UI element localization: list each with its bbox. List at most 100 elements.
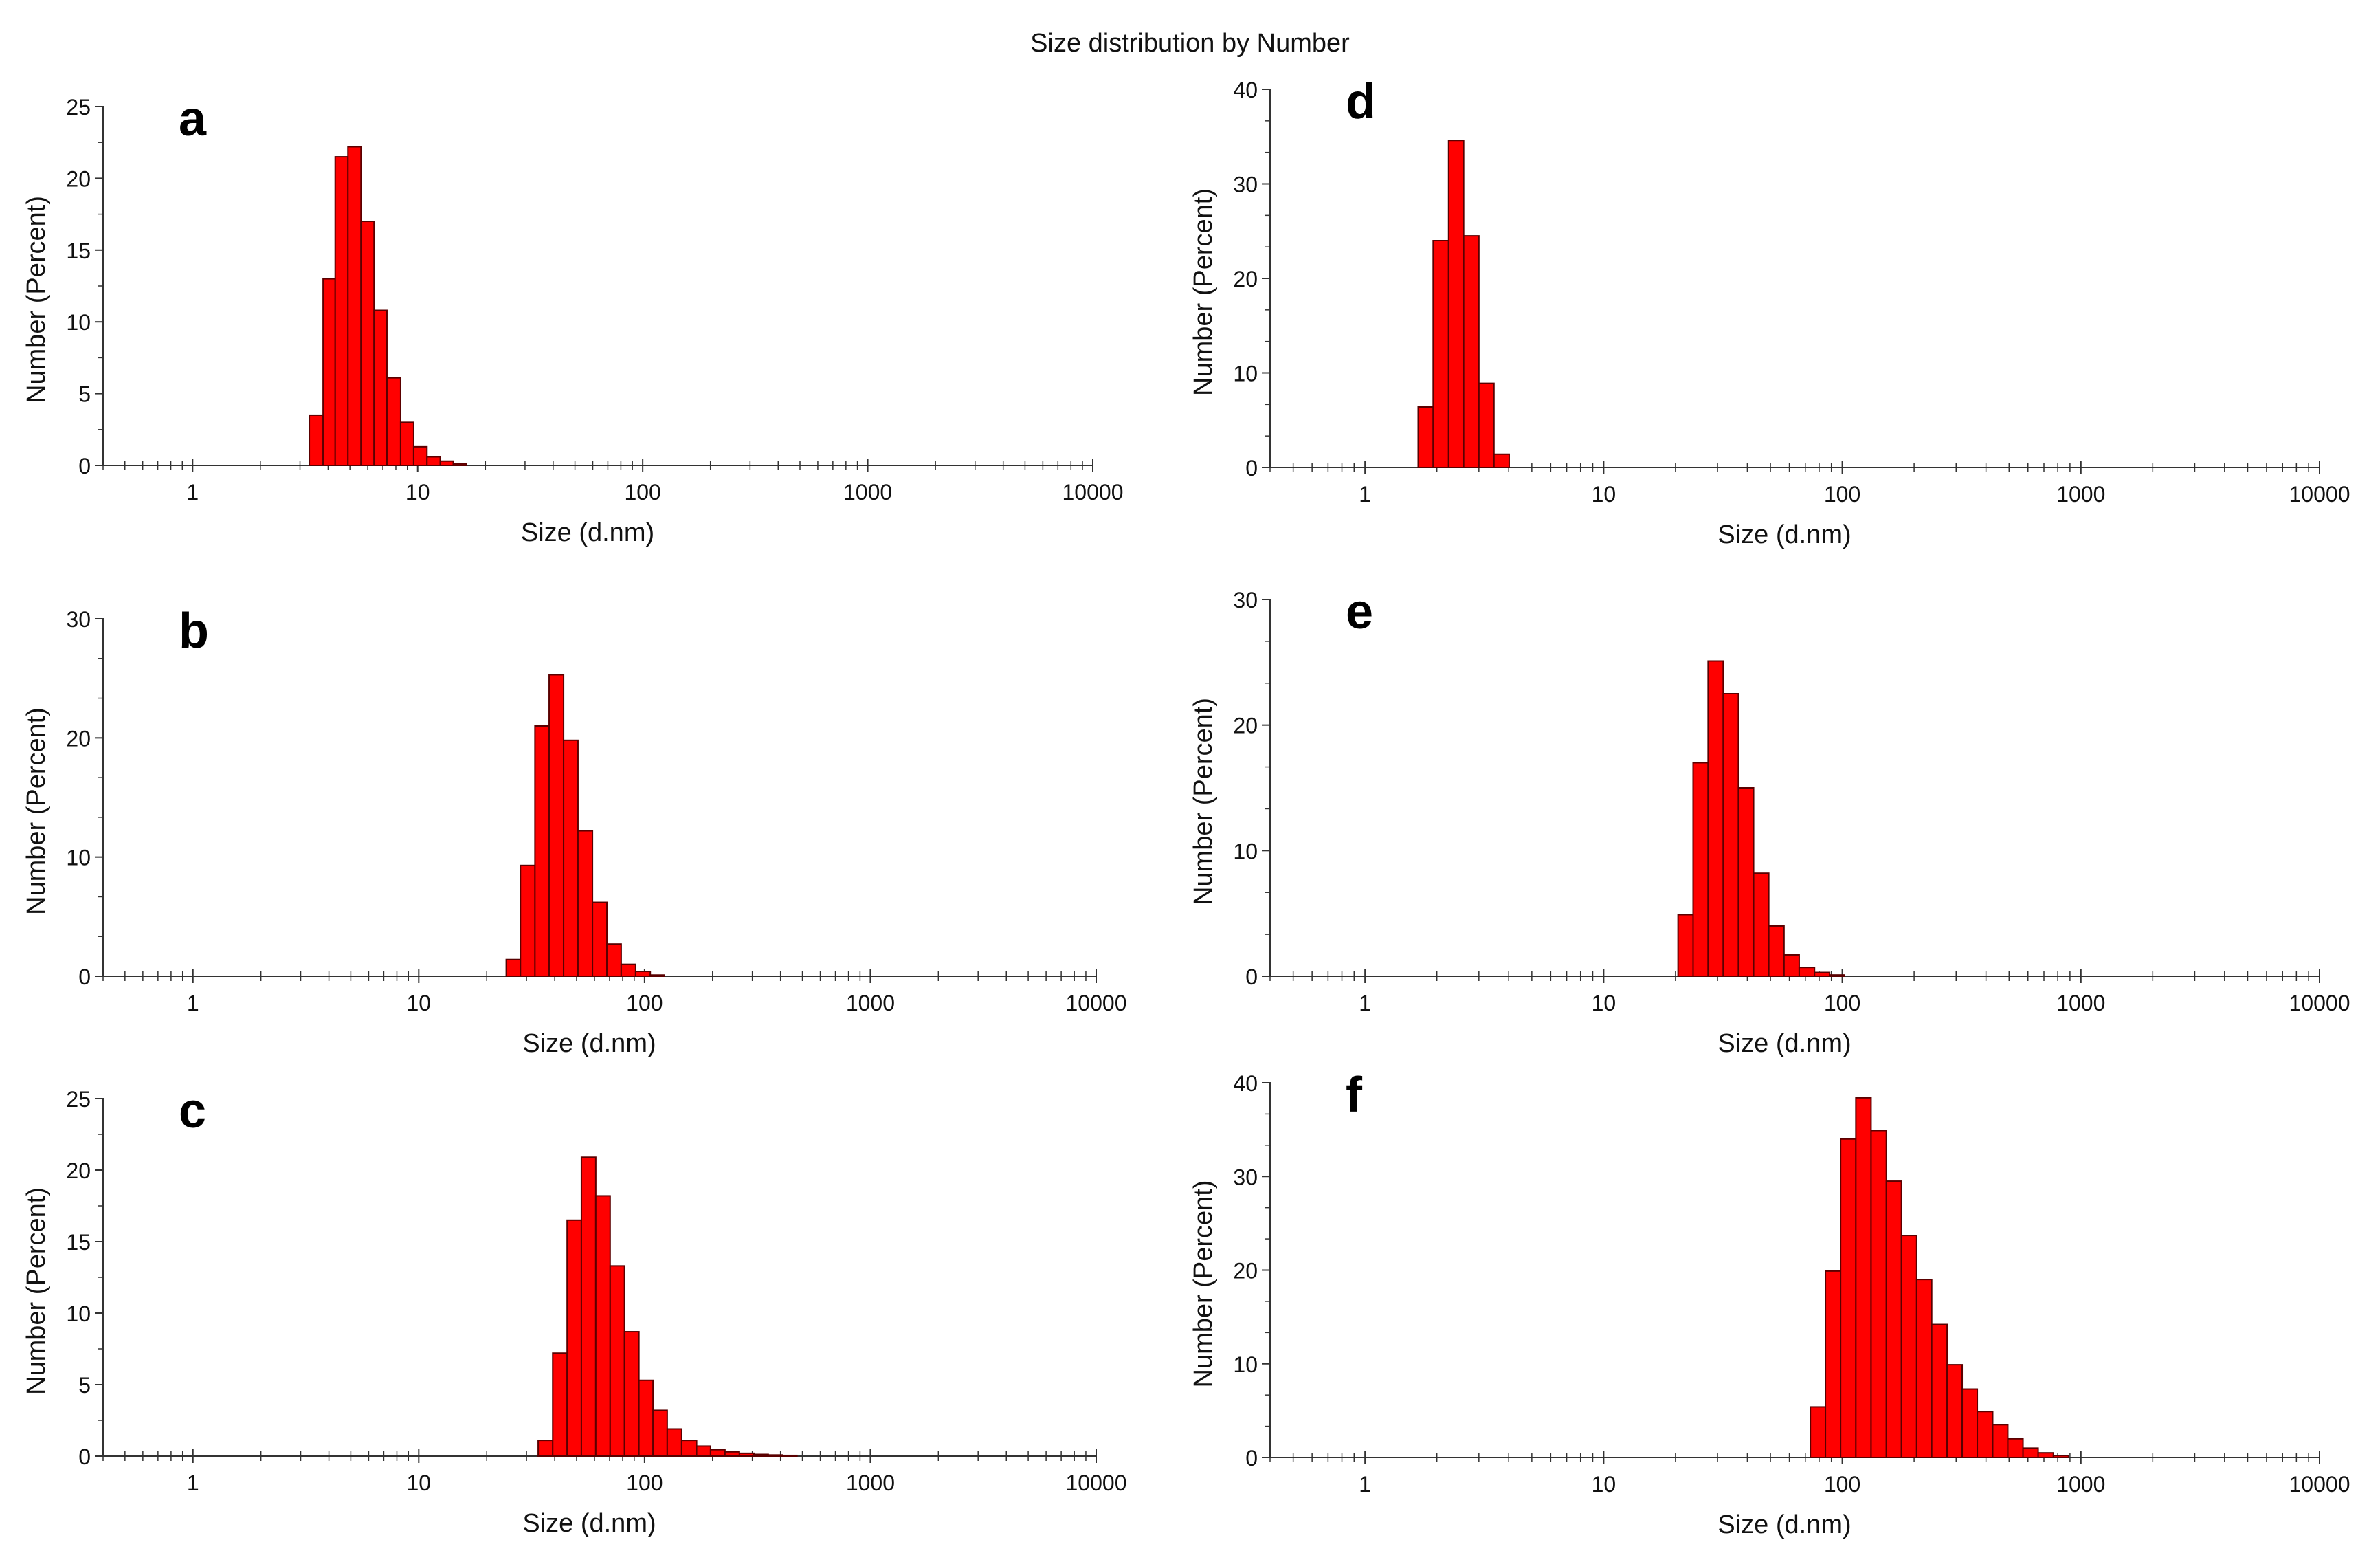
y-axis-label: Number (Percent) — [22, 196, 51, 404]
x-axis-label: Size (d.nm) — [1717, 520, 1851, 549]
x-tick-label: 10000 — [1066, 991, 1127, 1015]
bar — [1825, 1270, 1842, 1459]
bar — [505, 958, 522, 977]
bar — [2037, 1452, 2054, 1458]
bar — [1798, 967, 1816, 978]
bar — [2052, 1455, 2069, 1458]
y-tick-label: 10 — [66, 1301, 91, 1326]
bar — [1885, 1180, 1902, 1458]
bar — [537, 1440, 554, 1457]
bar — [652, 1409, 668, 1457]
y-tick-label: 25 — [66, 1087, 91, 1112]
panel-label: a — [179, 91, 207, 146]
bar — [1493, 453, 1510, 468]
x-tick-label: 1000 — [2056, 991, 2105, 1015]
x-tick-label: 10 — [405, 480, 430, 505]
bar — [623, 1331, 640, 1457]
bar — [1814, 971, 1831, 978]
x-tick-label: 1 — [186, 480, 199, 505]
bar — [594, 1195, 611, 1457]
panel-e: 0 10 20 30 1 10 100 1000 10000 Size (d.nm) Number … — [1189, 584, 2350, 1058]
bar — [620, 963, 636, 977]
panel-label: d — [1346, 74, 1376, 129]
y-tick-label: 10 — [66, 310, 91, 335]
bar — [1737, 787, 1755, 977]
x-tick-label: 100 — [1824, 991, 1860, 1015]
bar — [1432, 240, 1449, 468]
panel-f: 0 10 20 30 40 1 10 100 1000 10000 Size (d.nm) Numbe… — [1189, 1068, 2350, 1539]
x-tick-label: 1000 — [846, 991, 895, 1015]
bar — [534, 725, 550, 977]
bar — [1478, 382, 1495, 468]
figure-title: Size distribution by Number — [1030, 29, 1350, 58]
bar — [1783, 954, 1800, 977]
y-tick-label: 20 — [66, 166, 91, 191]
bar — [724, 1451, 740, 1457]
y-tick-label: 5 — [78, 382, 91, 407]
bar — [1417, 406, 1434, 468]
bar — [1840, 1138, 1857, 1458]
y-tick-label: 20 — [66, 726, 91, 751]
bar — [2007, 1438, 2024, 1458]
bar — [680, 1440, 698, 1457]
bar — [1915, 1279, 1933, 1458]
y-tick-label: 0 — [78, 454, 91, 478]
bar — [520, 864, 536, 978]
x-tick-label: 100 — [1824, 482, 1860, 507]
y-tick-label: 25 — [66, 95, 91, 120]
y-tick-label: 10 — [1233, 362, 1258, 386]
bar — [2022, 1447, 2039, 1458]
x-tick-label: 1 — [1359, 1472, 1371, 1497]
y-tick-label: 20 — [1233, 267, 1258, 291]
bar — [1707, 660, 1724, 977]
bar — [322, 278, 336, 466]
x-tick-label: 10000 — [2289, 991, 2350, 1015]
x-tick-label: 10000 — [1066, 1471, 1127, 1495]
bar — [1768, 925, 1785, 978]
panel-b: 0 10 20 30 1 10 100 1000 10000 Size (d.nm) Number … — [22, 604, 1126, 1058]
x-tick-label: 1000 — [843, 480, 892, 505]
bar — [548, 674, 565, 977]
bar — [1463, 235, 1480, 468]
y-tick-label: 30 — [1233, 1165, 1258, 1189]
x-tick-label: 10 — [407, 1471, 432, 1495]
bar — [373, 309, 388, 466]
bar — [738, 1452, 755, 1457]
y-tick-label: 0 — [1245, 1446, 1258, 1471]
bar — [334, 156, 349, 467]
bar — [580, 1156, 597, 1457]
y-tick-label: 10 — [66, 846, 91, 870]
y-tick-label: 0 — [1245, 965, 1258, 989]
y-tick-label: 40 — [1233, 78, 1258, 102]
x-tick-label: 10000 — [2289, 482, 2350, 507]
x-axis-label: Size (d.nm) — [522, 1029, 656, 1058]
bar — [452, 463, 467, 466]
bar — [360, 221, 375, 466]
y-tick-label: 15 — [66, 239, 91, 263]
x-tick-label: 10 — [1592, 482, 1616, 507]
bar — [696, 1445, 711, 1457]
panel-c: 0 5 10 15 20 25 1 10 100 1000 10000 Size (d.nm) Numb… — [22, 1083, 1126, 1538]
panel-label: b — [179, 604, 209, 659]
bar — [577, 830, 594, 977]
x-tick-label: 100 — [1824, 1472, 1860, 1497]
bar — [1946, 1364, 1964, 1459]
y-tick-label: 20 — [1233, 1259, 1258, 1284]
bar — [386, 377, 401, 467]
bar — [309, 414, 324, 466]
bar — [1722, 693, 1739, 977]
x-tick-label: 100 — [626, 1471, 663, 1495]
y-tick-label: 40 — [1233, 1071, 1258, 1096]
bar — [1447, 140, 1465, 468]
x-axis-label: Size (d.nm) — [521, 518, 654, 547]
bar — [426, 456, 441, 466]
bar — [1992, 1424, 2009, 1458]
y-tick-label: 30 — [1233, 173, 1258, 197]
panel-label: c — [179, 1083, 206, 1138]
y-tick-label: 0 — [78, 1444, 91, 1469]
bar — [1810, 1406, 1827, 1459]
y-axis-label: Number (Percent) — [1189, 698, 1218, 905]
x-tick-label: 10 — [1592, 991, 1616, 1015]
